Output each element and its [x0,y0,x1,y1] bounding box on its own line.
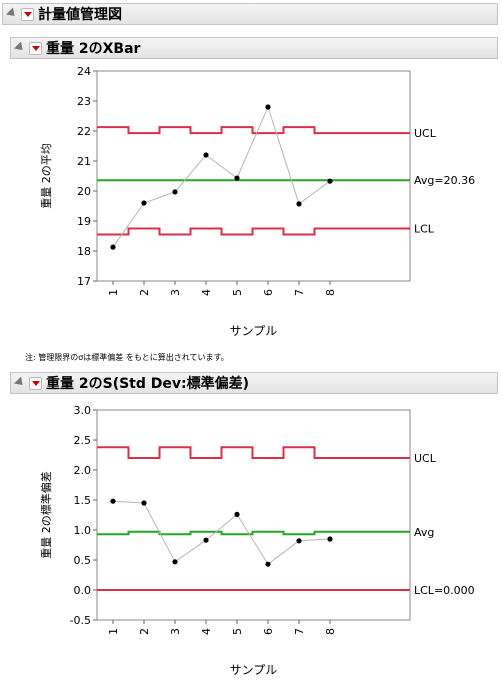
data-point [203,152,209,158]
data-point [296,538,302,544]
red-triangle-menu-icon[interactable] [29,376,42,390]
x-tick-label: 5 [231,628,244,635]
red-triangle-menu-icon[interactable] [29,41,42,55]
y-tick-label: 18 [77,245,91,258]
x-tick-label: 6 [262,628,275,635]
x-tick-label: 8 [324,628,337,635]
y-tick-label: 2.0 [74,464,92,477]
y-tick-label: 19 [77,215,91,228]
ucl-line [97,126,410,135]
center-label: Avg [414,526,434,539]
y-axis-title: 重量 2の標準偏差 [39,471,53,559]
data-point [110,498,116,504]
center-line [97,530,410,536]
outline-header: 計量値管理図 [2,3,498,25]
s-chart-title: 重量 2のS(Std Dev:標準偏差) [46,376,250,392]
y-tick-label: 0.5 [74,554,92,567]
data-point [234,511,240,517]
data-point [141,500,147,506]
red-triangle-menu-icon[interactable] [21,7,34,21]
ucl-label: UCL [414,127,437,140]
y-tick-label: 1.5 [74,494,92,507]
collapse-triangle-icon[interactable] [13,376,27,389]
y-tick-label: -0.5 [70,614,91,627]
series-line [112,105,331,248]
data-point [141,200,147,206]
data-point [265,561,271,567]
x-tick-label: 1 [107,628,120,635]
series-line [112,500,331,565]
y-tick-label: 21 [77,155,91,168]
collapse-triangle-icon[interactable] [5,7,19,20]
y-tick-label: 17 [77,275,91,288]
data-point [327,536,333,542]
y-tick-label: 24 [77,65,91,78]
lcl-line [97,227,410,236]
x-axis-title: サンプル [230,324,278,338]
x-axis-title: サンプル [230,663,278,677]
lcl-label: LCL [414,223,435,236]
ucl-line [97,446,410,459]
x-tick-label: 3 [169,289,182,296]
ucl-label: UCL [414,452,437,465]
x-tick-label: 4 [200,289,213,296]
data-point [296,201,302,207]
x-tick-label: 7 [293,628,306,635]
x-tick-label: 4 [200,628,213,635]
data-point [234,175,240,181]
center-label: Avg=20.36 [414,174,475,187]
x-tick-label: 2 [138,628,151,635]
y-tick-label: 22 [77,125,91,138]
s-chart-header: 重量 2のS(Std Dev:標準偏差) [10,372,498,394]
control-limit-note: 注: 管理限界のσは標準偏差 をもとに算出されています。 [25,353,229,362]
y-tick-label: 20 [77,185,91,198]
x-tick-label: 7 [293,289,306,296]
x-tick-label: 8 [324,289,337,296]
xbar-chart-header: 重量 2のXBar [10,37,498,59]
y-axis-title: 重量 2の平均 [39,143,53,209]
y-tick-label: 1.0 [74,524,92,537]
data-point [172,189,178,195]
x-tick-label: 3 [169,628,182,635]
plot-frame [96,409,411,621]
collapse-triangle-icon[interactable] [13,41,27,54]
x-tick-label: 1 [107,289,120,296]
data-point [265,104,271,110]
y-tick-label: 0.0 [74,584,92,597]
y-tick-label: 2.5 [74,434,92,447]
y-tick-label: 3.0 [74,404,92,417]
xbar-chart-title: 重量 2のXBar [46,41,141,57]
data-point [327,178,333,184]
outline-title: 計量値管理図 [38,7,122,23]
x-tick-label: 2 [138,289,151,296]
data-point [172,559,178,565]
x-tick-label: 6 [262,289,275,296]
plot-frame [96,70,411,282]
data-point [203,537,209,543]
x-tick-label: 5 [231,289,244,296]
lcl-label: LCL=0.000 [414,584,475,597]
y-tick-label: 23 [77,95,91,108]
data-point [110,244,116,250]
